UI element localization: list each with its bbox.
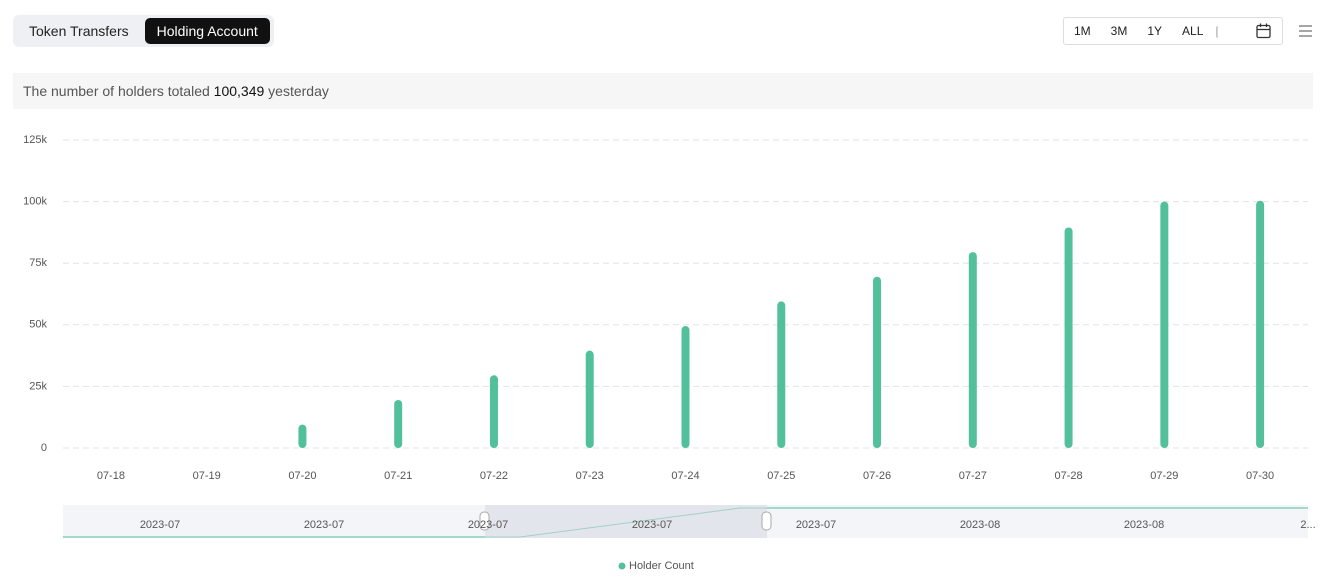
range-button[interactable]: 1M — [1074, 24, 1091, 38]
x-tick-label: 07-28 — [1055, 470, 1083, 482]
bar — [298, 424, 307, 448]
bar — [394, 399, 403, 448]
zoom-label: 2023-08 — [1124, 519, 1164, 531]
x-tick-label: 07-19 — [193, 470, 221, 482]
x-tick-label: 07-20 — [288, 470, 316, 482]
y-tick-label: 0 — [41, 442, 47, 454]
summary-value: 100,349 — [213, 83, 265, 99]
x-tick-label: 07-26 — [863, 470, 891, 482]
x-tick-label: 07-27 — [959, 470, 987, 482]
bar — [681, 326, 690, 448]
summary-text: yesterday — [268, 83, 329, 99]
tab-bar: Token Transfers Holding Account — [13, 15, 274, 47]
chart: 0 25k 50k 75k 100k 125k 07-18 07-19 07-20 07-21 07… — [23, 134, 1316, 572]
range-button[interactable]: 3M — [1110, 24, 1128, 38]
zoom-label: 2023-07 — [632, 519, 672, 531]
x-tick-label: 07-25 — [767, 470, 795, 482]
tab-active[interactable]: Holding Account — [144, 18, 270, 44]
legend-label[interactable]: Holder Count — [629, 560, 694, 572]
legend-marker — [618, 562, 626, 570]
summary-text: The number of holders totaled — [23, 83, 210, 99]
zoom-window[interactable] — [485, 505, 767, 538]
y-tick-label: 100k — [23, 196, 47, 208]
zoom-handle[interactable] — [761, 511, 772, 531]
zoom-label: 2023-07 — [796, 519, 836, 531]
zoom-handle[interactable] — [479, 511, 490, 531]
calendar-icon[interactable] — [1256, 23, 1272, 39]
menu-icon[interactable] — [1299, 24, 1313, 38]
bar — [873, 276, 882, 448]
bar — [1160, 201, 1169, 448]
x-tick-label: 07-18 — [97, 470, 125, 482]
bar — [968, 252, 977, 448]
x-tick-label: 07-29 — [1150, 470, 1178, 482]
bar — [777, 301, 786, 448]
separator: | — [1215, 24, 1219, 38]
zoom-label: 2023-07 — [304, 519, 344, 531]
bar — [585, 350, 594, 448]
x-tick-label: 07-22 — [480, 470, 508, 482]
zoom-label: 2023-07 — [140, 519, 180, 531]
y-tick-label: 75k — [29, 257, 47, 269]
y-tick-label: 125k — [23, 134, 47, 146]
bar — [1064, 227, 1073, 448]
x-tick-label: 07-21 — [384, 470, 412, 482]
y-tick-label: 25k — [29, 380, 47, 392]
range-selector: 1M 3M 1Y ALL | — [1063, 17, 1283, 45]
zoom-label: 2023-07 — [468, 519, 508, 531]
range-button[interactable]: 1Y — [1147, 24, 1163, 38]
zoom-label: 2... — [1300, 519, 1315, 531]
x-tick-label: 07-30 — [1246, 470, 1274, 482]
x-tick-label: 07-23 — [576, 470, 604, 482]
tab[interactable]: Token Transfers — [29, 23, 129, 39]
y-tick-label: 50k — [29, 319, 47, 331]
range-button[interactable]: ALL — [1182, 24, 1204, 38]
summary-banner: The number of holders totaled 100,349 ye… — [13, 73, 1313, 109]
bar — [1256, 200, 1265, 448]
zoom-label: 2023-08 — [960, 519, 1000, 531]
x-tick-label: 07-24 — [671, 470, 699, 482]
bar — [489, 375, 498, 448]
